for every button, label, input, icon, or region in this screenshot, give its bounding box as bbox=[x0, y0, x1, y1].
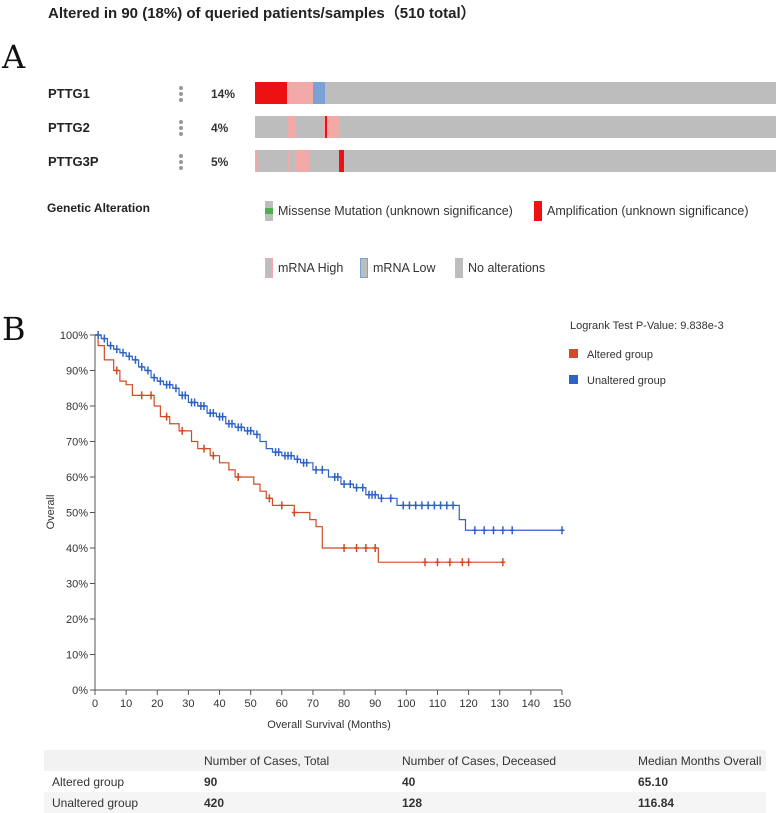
column-header: Median Months Overall bbox=[638, 753, 762, 768]
x-tick-label: 50 bbox=[245, 698, 257, 710]
gene-menu-icon[interactable] bbox=[178, 84, 184, 102]
legend-altered-swatch-icon bbox=[569, 349, 578, 358]
x-tick-label: 30 bbox=[182, 698, 194, 710]
legend-item-amplification: Amplification (unknown significance) bbox=[534, 201, 748, 221]
y-tick-label: 50% bbox=[66, 508, 88, 520]
legend-item-no-alterations: No alterations bbox=[455, 258, 545, 278]
x-tick-label: 0 bbox=[92, 698, 98, 710]
stats-table: Number of Cases, Total Number of Cases, … bbox=[44, 750, 766, 813]
no-alteration-swatch-icon bbox=[455, 258, 463, 278]
y-tick-label: 0% bbox=[72, 685, 88, 697]
gene-percent-pttg3p: 5% bbox=[211, 155, 229, 169]
legend-item-mrna-high: mRNA High bbox=[265, 258, 343, 278]
x-tick-label: 20 bbox=[151, 698, 163, 710]
gene-label-pttg3p: PTTG3P bbox=[48, 154, 99, 169]
oncoprint-track-pttg3p bbox=[255, 150, 776, 172]
table-header-row: Number of Cases, Total Number of Cases, … bbox=[44, 750, 766, 771]
legend-altered-label[interactable]: Altered group bbox=[587, 349, 653, 361]
altered-survival-line bbox=[95, 334, 503, 563]
y-tick-label: 30% bbox=[66, 579, 88, 591]
x-axis-label: Overall Survival (Months) bbox=[267, 719, 390, 731]
gene-menu-icon[interactable] bbox=[178, 152, 184, 170]
mrna-low-swatch-icon bbox=[360, 258, 368, 278]
y-tick-label: 40% bbox=[66, 543, 88, 555]
y-axis-label: Overall bbox=[45, 495, 57, 530]
x-tick-label: 120 bbox=[459, 698, 477, 710]
logrank-annotation: Logrank Test P-Value: 9.838e-3 bbox=[570, 320, 724, 332]
y-tick-label: 10% bbox=[66, 650, 88, 662]
gene-label-pttg1: PTTG1 bbox=[48, 86, 90, 101]
legend-item-mrna-low: mRNA Low bbox=[360, 258, 436, 278]
x-tick-label: 140 bbox=[522, 698, 540, 710]
x-tick-label: 100 bbox=[397, 698, 415, 710]
table-row: Altered group 90 40 65.10 bbox=[44, 771, 766, 792]
x-tick-label: 150 bbox=[553, 698, 571, 710]
panel-label-b: B bbox=[2, 310, 26, 348]
unaltered-survival-line bbox=[95, 334, 562, 531]
x-tick-label: 40 bbox=[213, 698, 225, 710]
x-tick-label: 10 bbox=[120, 698, 132, 710]
gene-percent-pttg2: 4% bbox=[211, 121, 229, 135]
x-tick-label: 90 bbox=[369, 698, 381, 710]
panel-label-a: A bbox=[2, 38, 26, 76]
column-header: Number of Cases, Deceased bbox=[402, 753, 557, 768]
legend-title: Genetic Alteration bbox=[47, 201, 150, 215]
y-tick-label: 60% bbox=[66, 472, 88, 484]
x-tick-label: 60 bbox=[276, 698, 288, 710]
gene-label-pttg2: PTTG2 bbox=[48, 120, 90, 135]
oncoprint-track-pttg1 bbox=[255, 82, 776, 104]
page-title: Altered in 90 (18%) of queried patients/… bbox=[48, 5, 476, 22]
column-header: Number of Cases, Total bbox=[204, 753, 330, 768]
y-tick-label: 100% bbox=[60, 330, 88, 342]
y-tick-label: 90% bbox=[66, 366, 88, 378]
legend-unaltered-swatch-icon bbox=[569, 375, 578, 384]
x-tick-label: 130 bbox=[491, 698, 509, 710]
mrna-high-swatch-icon bbox=[265, 258, 273, 278]
x-tick-label: 80 bbox=[338, 698, 350, 710]
gene-percent-pttg1: 14% bbox=[211, 87, 236, 101]
missense-swatch-icon bbox=[265, 201, 273, 221]
y-tick-label: 20% bbox=[66, 614, 88, 626]
x-tick-label: 70 bbox=[307, 698, 319, 710]
legend-unaltered-label[interactable]: Unaltered group bbox=[587, 375, 666, 387]
amplification-swatch-icon bbox=[534, 201, 542, 221]
y-tick-label: 70% bbox=[66, 437, 88, 449]
gene-menu-icon[interactable] bbox=[178, 118, 184, 136]
table-row: Unaltered group 420 128 116.84 bbox=[44, 792, 766, 813]
oncoprint-track-pttg2 bbox=[255, 116, 776, 138]
survival-chart: 0 10 20 30 40 50 60 70 80 90 100 110 120 130 140 150 0% 1… bbox=[45, 320, 724, 731]
legend-item-missense: Missense Mutation (unknown significance) bbox=[265, 201, 513, 221]
x-tick-label: 110 bbox=[429, 698, 447, 710]
y-tick-label: 80% bbox=[66, 401, 88, 413]
